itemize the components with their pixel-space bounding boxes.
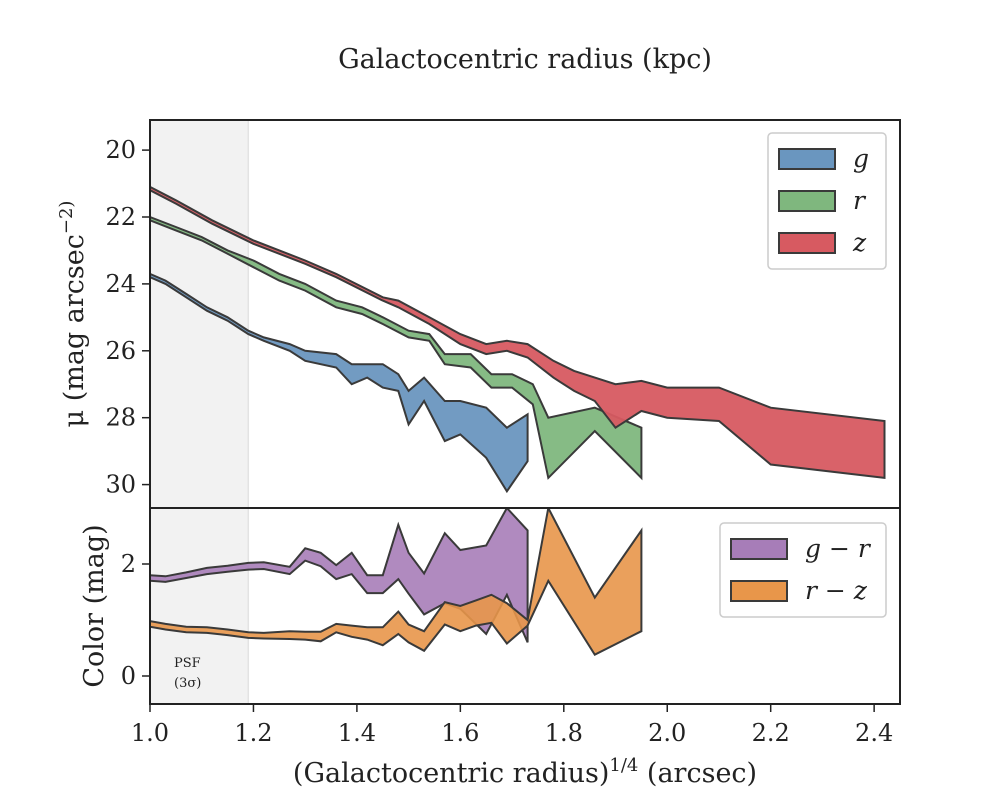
legend-swatch-r (778, 190, 836, 212)
band-z (150, 185, 886, 480)
axis-titles: Galactocentric radius (kpc) (Galactocentr… (56, 44, 757, 789)
y-tick-label-bottom: 0 (121, 662, 136, 690)
x-tick-label: 2.4 (855, 719, 893, 747)
legend-label-g: g (853, 144, 869, 173)
y-tick-label-top: 24 (105, 270, 136, 298)
psf-label-sigma: (3σ) (174, 676, 201, 691)
x-tick-label: 1.2 (234, 719, 272, 747)
band-gr (150, 508, 529, 643)
band-r (150, 215, 643, 481)
legend-label-rz: r − z (805, 576, 868, 605)
y-tick-label-top: 22 (105, 203, 136, 231)
psf-region-top (150, 120, 249, 508)
x-tick-label: 1.0 (131, 719, 169, 747)
x-axis-title: (Galactocentric radius)1/4 (arcsec) (293, 755, 757, 789)
psf-shade-bottom (150, 508, 249, 704)
legend-swatch-g (778, 148, 836, 170)
legend-label-r: r (853, 186, 867, 215)
psf-label: PSF (174, 656, 201, 671)
psf-region-bottom: PSF (3σ) (150, 120, 250, 704)
legend-label-gr: g − r (805, 534, 872, 563)
y-tick-label-top: 26 (105, 337, 136, 365)
y-tick-label-top: 30 (105, 471, 136, 499)
legend-label-z: z (852, 228, 867, 257)
axes (149, 119, 901, 705)
y-tick-label-top: 28 (105, 404, 136, 432)
surface-brightness-series (150, 185, 886, 494)
legend-swatch-gr (730, 538, 788, 560)
legend-swatch-z (778, 232, 836, 254)
psf-shade-top (150, 120, 249, 508)
y-tick-label-bottom: 2 (121, 550, 136, 578)
x-tick-label: 1.4 (338, 719, 376, 747)
band-rz (150, 508, 643, 657)
ticks: 2022242628301020305075100150021.01.21.41… (105, 136, 893, 747)
x-tick-label: 1.6 (441, 719, 479, 747)
legends: grz g − r r − z (719, 132, 887, 618)
bottom-panel-frame (149, 507, 901, 705)
color-series (150, 508, 643, 657)
y-axis-title-bottom: Color (mag) (79, 524, 110, 687)
x-tick-label: 1.8 (545, 719, 583, 747)
top-x-axis-title: Galactocentric radius (kpc) (338, 44, 712, 75)
x-tick-label: 2.0 (648, 719, 686, 747)
y-tick-label-top: 20 (105, 136, 136, 164)
band-g (150, 272, 529, 494)
legend-swatch-rz (730, 580, 788, 602)
x-tick-label: 2.2 (752, 719, 790, 747)
y-axis-title-top: μ (mag arcsec−2) (56, 201, 90, 428)
